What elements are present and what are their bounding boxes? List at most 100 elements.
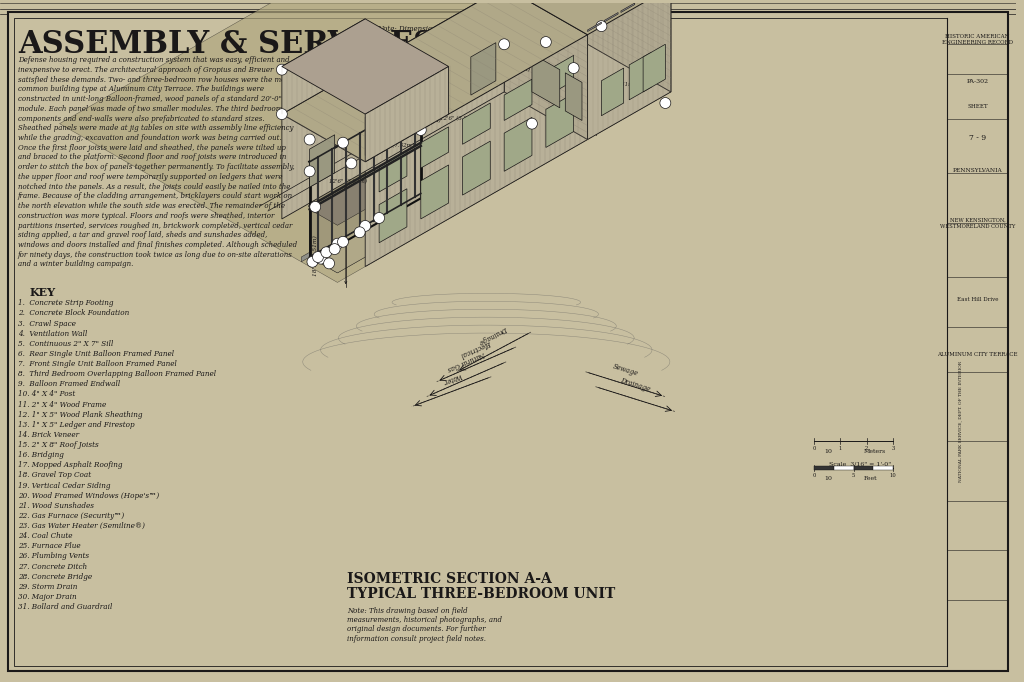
Circle shape: [329, 243, 340, 254]
Polygon shape: [546, 93, 573, 147]
Text: 1: 1: [310, 259, 314, 265]
Text: 19: 19: [528, 121, 536, 126]
Text: Natural Gas: Natural Gas: [446, 350, 486, 373]
Polygon shape: [643, 44, 666, 92]
Circle shape: [307, 256, 317, 267]
Text: Sewage: Sewage: [611, 363, 639, 379]
Text: and a winter building campaign.: and a winter building campaign.: [17, 261, 133, 269]
Circle shape: [309, 201, 321, 212]
Text: order to stitch the box of panels together permanently. To facilitate assembly,: order to stitch the box of panels togeth…: [17, 163, 295, 171]
Text: Sheathed panels were made at jig tables on site with assembly line efficiency: Sheathed panels were made at jig tables …: [17, 124, 293, 132]
Text: 31. Bollard and Guardrail: 31. Bollard and Guardrail: [17, 603, 113, 611]
Text: constructed in unit-long Balloon-framed, wood panels of a standard 20'-0": constructed in unit-long Balloon-framed,…: [17, 95, 282, 103]
Text: 2: 2: [865, 446, 868, 451]
Text: 1.  Concrete Strip Footing: 1. Concrete Strip Footing: [17, 299, 114, 308]
Text: 1: 1: [839, 446, 842, 451]
Polygon shape: [282, 19, 366, 114]
Text: 19. Vertical Cedar Siding: 19. Vertical Cedar Siding: [17, 481, 111, 490]
Text: 13: 13: [306, 137, 313, 142]
Text: 27: 27: [306, 168, 313, 174]
Polygon shape: [588, 0, 671, 140]
Polygon shape: [366, 35, 588, 267]
Text: 10: 10: [824, 449, 833, 454]
Text: Water: Water: [441, 371, 462, 385]
Text: 5: 5: [364, 224, 367, 228]
Text: common building type at Aluminum City Terrace. The buildings were: common building type at Aluminum City Te…: [17, 85, 264, 93]
Circle shape: [374, 213, 385, 224]
Text: 28. Concrete Bridge: 28. Concrete Bridge: [17, 573, 92, 580]
Text: Scale  3/16" = 1'-0": Scale 3/16" = 1'-0": [828, 461, 891, 466]
Text: 15: 15: [403, 104, 411, 109]
Text: 7.  Front Single Unit Balloon Framed Panel: 7. Front Single Unit Balloon Framed Pane…: [17, 360, 177, 368]
Polygon shape: [504, 0, 588, 140]
Text: 20'0" (6.10m): 20'0" (6.10m): [400, 118, 441, 123]
Polygon shape: [315, 241, 329, 254]
Polygon shape: [343, 225, 357, 238]
Bar: [834, 466, 854, 470]
Text: 12: 12: [348, 161, 354, 166]
Text: HISTORIC AMERICAN
ENGINEERING RECORD: HISTORIC AMERICAN ENGINEERING RECORD: [942, 34, 1013, 45]
Circle shape: [346, 158, 356, 169]
Text: the north elevation while the south side was erected. The remainder of the: the north elevation while the south side…: [17, 202, 285, 210]
Polygon shape: [421, 165, 449, 219]
Text: ISOMETRIC SECTION A-A: ISOMETRIC SECTION A-A: [347, 572, 552, 587]
Text: NATIONAL PARK SERVICE, DEPT. OF THE INTERIOR: NATIONAL PARK SERVICE, DEPT. OF THE INTE…: [957, 361, 962, 482]
Text: 24. Coal Chute: 24. Coal Chute: [17, 532, 73, 540]
Polygon shape: [588, 0, 671, 92]
Polygon shape: [366, 103, 390, 155]
Text: inexpensive to erect. The architectural approach of Gropius and Breuer: inexpensive to erect. The architectural …: [17, 66, 273, 74]
Text: 15. 2" X 8" Roof Joists: 15. 2" X 8" Roof Joists: [17, 441, 98, 449]
Polygon shape: [421, 71, 445, 123]
Text: Once the first floor joists were laid and sheathed, the panels were tilted up: Once the first floor joists were laid an…: [17, 144, 286, 151]
Circle shape: [276, 108, 288, 119]
Text: 13. 1" X 5" Ledger and Firestop: 13. 1" X 5" Ledger and Firestop: [17, 421, 134, 429]
Polygon shape: [309, 135, 335, 187]
Text: 26. Plumbing Vents: 26. Plumbing Vents: [17, 552, 89, 561]
Circle shape: [568, 63, 580, 74]
Polygon shape: [463, 141, 490, 195]
Circle shape: [371, 108, 382, 119]
Text: 20. Wood Framed Windows (Hope's™): 20. Wood Framed Windows (Hope's™): [17, 492, 159, 500]
Text: 10: 10: [824, 476, 833, 481]
Text: Note: This drawing based on field
measurements, historical photographs, and
orig: Note: This drawing based on field measur…: [347, 607, 503, 642]
Text: 9: 9: [281, 67, 284, 72]
Text: 25'0" (7.62m): 25'0" (7.62m): [376, 143, 414, 148]
Text: 3: 3: [892, 446, 895, 451]
Circle shape: [596, 20, 607, 31]
Text: 2.  Concrete Block Foundation: 2. Concrete Block Foundation: [17, 310, 129, 317]
Text: 3.  Crawl Space: 3. Crawl Space: [17, 320, 76, 327]
Polygon shape: [565, 73, 582, 121]
Text: 7'7" (2.31m): 7'7" (2.31m): [601, 83, 635, 87]
Text: siding applied, a tar and gravel roof laid, sheds and sunshades added,: siding applied, a tar and gravel roof la…: [17, 231, 267, 239]
Polygon shape: [601, 68, 624, 116]
Text: KEY: KEY: [30, 287, 56, 299]
Text: 9.  Balloon Framed Endwall: 9. Balloon Framed Endwall: [17, 381, 120, 388]
Polygon shape: [309, 194, 449, 273]
Text: 14. Brick Veneer: 14. Brick Veneer: [17, 431, 79, 439]
Polygon shape: [504, 79, 531, 121]
Text: ASSEMBLY & SERVICES: ASSEMBLY & SERVICES: [17, 29, 435, 61]
Text: 9'8" (2.95m): 9'8" (2.95m): [493, 67, 529, 72]
Polygon shape: [309, 254, 324, 267]
Text: 7 - 9: 7 - 9: [969, 134, 986, 142]
Text: 16: 16: [390, 121, 396, 126]
Text: 30: 30: [407, 83, 413, 88]
Text: 0: 0: [812, 446, 815, 451]
Polygon shape: [621, 3, 635, 12]
Text: windows and doors installed and final finishes completed. Although scheduled: windows and doors installed and final fi…: [17, 241, 297, 249]
Polygon shape: [351, 230, 366, 243]
Text: 18: 18: [598, 24, 605, 29]
Text: 17. Mopped Asphalt Roofing: 17. Mopped Asphalt Roofing: [17, 461, 122, 469]
Text: Defense housing required a construction system that was easy, efficient and: Defense housing required a construction …: [17, 56, 290, 64]
Circle shape: [304, 134, 315, 145]
Text: 20: 20: [570, 65, 577, 70]
Text: 22. Gas Furnace (Security™): 22. Gas Furnace (Security™): [17, 512, 124, 520]
Text: 3: 3: [328, 261, 331, 266]
Circle shape: [321, 247, 332, 258]
Text: 11: 11: [376, 216, 383, 220]
Text: 12. 1" X 5" Wood Plank Sheathing: 12. 1" X 5" Wood Plank Sheathing: [17, 411, 142, 419]
Polygon shape: [379, 151, 407, 192]
Text: Drainage: Drainage: [620, 376, 651, 393]
Text: 25. Furnace Flue: 25. Furnace Flue: [17, 542, 81, 550]
Polygon shape: [282, 19, 449, 114]
